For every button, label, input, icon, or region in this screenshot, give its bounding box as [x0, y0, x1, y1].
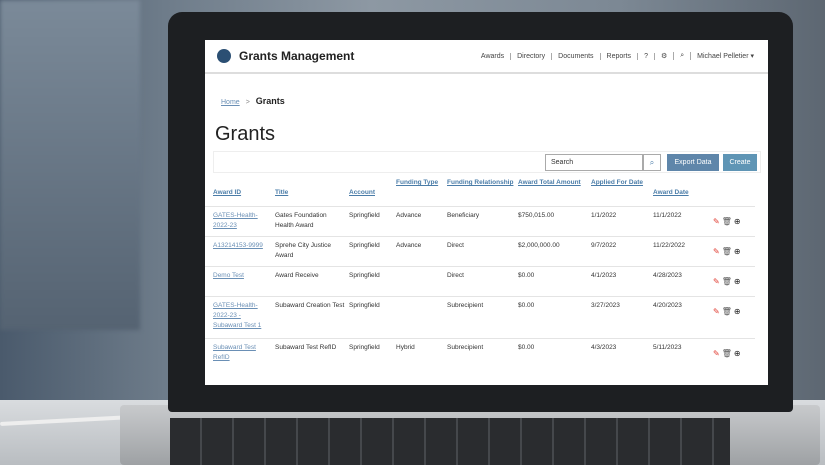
top-nav: Grants Management Awards Directory Docum…: [205, 40, 768, 74]
cell-award-total-amount: $2,000,000.00: [518, 242, 560, 249]
cell-account: Springfield: [349, 242, 380, 249]
cell-award-total-amount: $0.00: [518, 272, 535, 279]
cell-award-total-amount: $0.00: [518, 302, 535, 309]
column-header-funding-type[interactable]: Funding Type: [396, 179, 439, 186]
cell-funding-type: Advance: [396, 242, 422, 249]
table-row: Subaward Test RefID Subaward Test RefID Sp…: [205, 338, 755, 374]
cell-funding-relationship: Beneficiary: [447, 212, 480, 219]
edit-icon[interactable]: ✎: [713, 349, 720, 358]
search-input[interactable]: Search: [545, 154, 643, 171]
cell-account: Springfield: [349, 344, 380, 351]
cell-applied-for-date: 1/1/2022: [591, 212, 617, 219]
table-row: A13214153-9999 Sprehe City Justice Award S…: [205, 236, 755, 266]
cell-award-id[interactable]: A13214153-9999: [213, 242, 263, 249]
trash-icon[interactable]: 🗑: [721, 277, 732, 286]
cell-title: Sprehe City Justice Award: [275, 242, 331, 259]
cell-funding-relationship: Subrecipient: [447, 344, 484, 351]
cell-award-id[interactable]: GATES-Health-2022-23: [213, 212, 258, 229]
breadcrumb-current: Grants: [255, 96, 285, 106]
edit-icon[interactable]: ✎: [713, 307, 720, 316]
cell-award-id[interactable]: Subaward Test RefID: [213, 344, 256, 361]
trash-icon[interactable]: 🗑: [721, 217, 732, 226]
column-header-funding-relationship[interactable]: Funding Relationship: [447, 179, 514, 186]
gear-icon[interactable]: ⚙: [655, 52, 675, 60]
search-icon[interactable]: ⌕: [674, 52, 692, 60]
cell-account: Springfield: [349, 302, 380, 309]
cell-award-date: 11/1/2022: [653, 212, 682, 219]
cell-title: Subaward Creation Test: [275, 302, 345, 309]
cell-funding-type: Hybrid: [396, 344, 415, 351]
logo-icon: [217, 49, 231, 63]
plus-circle-icon[interactable]: ⊕: [733, 277, 741, 286]
cell-award-date: 11/22/2022: [653, 242, 686, 249]
column-header-account[interactable]: Account: [349, 189, 375, 196]
trash-icon[interactable]: 🗑: [721, 247, 732, 256]
edit-icon[interactable]: ✎: [713, 217, 720, 226]
keyboard: [170, 418, 730, 465]
search-button[interactable]: ⌕: [643, 154, 661, 171]
row-actions: ✎ 🗑 ⊕: [713, 307, 741, 316]
cell-award-total-amount: $0.00: [518, 344, 535, 351]
cell-funding-relationship: Direct: [447, 242, 464, 249]
row-actions: ✎ 🗑 ⊕: [713, 247, 741, 256]
cell-award-id[interactable]: Demo Test: [213, 272, 244, 279]
plus-circle-icon[interactable]: ⊕: [733, 349, 741, 358]
table-row: GATES-Health-2022-23 - Subaward Test 1 Su…: [205, 296, 755, 338]
nav-reports[interactable]: Reports: [601, 52, 639, 60]
cell-applied-for-date: 4/1/2023: [591, 272, 617, 279]
page-title: Grants: [215, 123, 276, 145]
breadcrumb-home[interactable]: Home: [221, 99, 240, 106]
cell-award-id[interactable]: GATES-Health-2022-23 - Subaward Test 1: [213, 302, 262, 329]
cell-title: Subaward Test RefID: [275, 344, 337, 351]
trash-icon[interactable]: 🗑: [721, 307, 732, 316]
plus-circle-icon[interactable]: ⊕: [733, 307, 741, 316]
cell-applied-for-date: 3/27/2023: [591, 302, 620, 309]
cell-funding-relationship: Direct: [447, 272, 464, 279]
edit-icon[interactable]: ✎: [713, 277, 720, 286]
background-window: [0, 0, 140, 330]
cell-title: Award Receive: [275, 272, 319, 279]
breadcrumb-separator: >: [245, 99, 250, 106]
cell-account: Springfield: [349, 272, 380, 279]
column-header-title[interactable]: Title: [275, 189, 289, 196]
cell-applied-for-date: 4/3/2023: [591, 344, 617, 351]
export-data-button[interactable]: Export Data: [667, 154, 719, 171]
table-row: GATES-Health-2022-23 Gates Foundation Hea…: [205, 206, 755, 236]
nav-documents[interactable]: Documents: [552, 52, 601, 60]
app-screen: Grants Management Awards Directory Docum…: [205, 40, 768, 385]
column-header-applied-for-date[interactable]: Applied For Date: [591, 179, 644, 186]
nav-menu: Awards Directory Documents Reports ? ⚙ ⌕…: [475, 52, 760, 60]
cell-account: Springfield: [349, 212, 380, 219]
cell-funding-type: Advance: [396, 212, 422, 219]
cell-award-total-amount: $750,015.00: [518, 212, 555, 219]
row-actions: ✎ 🗑 ⊕: [713, 217, 741, 226]
column-header-award-total-amount[interactable]: Award Total Amount: [518, 179, 581, 186]
cell-funding-relationship: Subrecipient: [447, 302, 484, 309]
cell-award-date: 4/20/2023: [653, 302, 682, 309]
create-button[interactable]: Create: [723, 154, 757, 171]
cell-award-date: 5/11/2023: [653, 344, 682, 351]
column-header-award-date[interactable]: Award Date: [653, 189, 689, 196]
trash-icon[interactable]: 🗑: [721, 349, 732, 358]
help-icon[interactable]: ?: [638, 52, 655, 60]
brand-title: Grants Management: [239, 49, 355, 63]
table-row: Demo Test Award Receive Springfield Direct $…: [205, 266, 755, 296]
cell-applied-for-date: 9/7/2022: [591, 242, 617, 249]
row-actions: ✎ 🗑 ⊕: [713, 349, 741, 358]
cell-award-date: 4/28/2023: [653, 272, 682, 279]
cell-title: Gates Foundation Health Award: [275, 212, 327, 229]
breadcrumb: Home > Grants: [221, 96, 285, 106]
edit-icon[interactable]: ✎: [713, 247, 720, 256]
nav-awards[interactable]: Awards: [475, 52, 512, 60]
plus-circle-icon[interactable]: ⊕: [733, 247, 741, 256]
nav-directory[interactable]: Directory: [511, 52, 553, 60]
toolbar: Search ⌕ Export Data Create: [213, 151, 761, 173]
row-actions: ✎ 🗑 ⊕: [713, 277, 741, 286]
user-menu[interactable]: Michael Pelletier ▾: [697, 53, 754, 60]
plus-circle-icon[interactable]: ⊕: [733, 217, 741, 226]
column-header-award-id[interactable]: Award ID: [213, 189, 242, 196]
